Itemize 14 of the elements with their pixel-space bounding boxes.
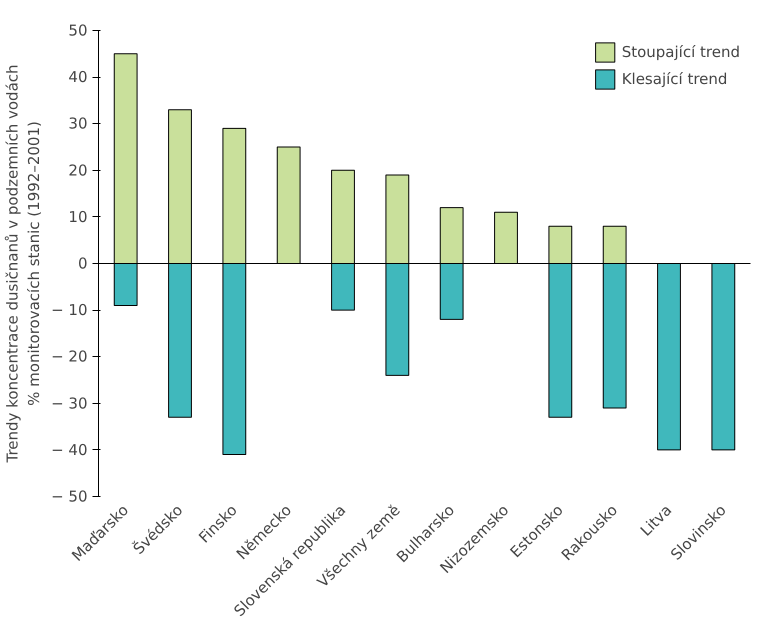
legend-label: Klesající trend [622,70,728,88]
y-tick-label: 10 [68,208,88,226]
y-tick-label: 40 [68,68,88,86]
y-tick-label: − 40 [51,440,88,459]
y-tick-label: − 30 [51,394,88,412]
y-axis-title: Trendy koncentrace dusičnanů v podzemních vodách % monitorovacích stanic (1992–2001) [3,64,44,464]
y-tick-label: 30 [68,114,88,133]
y-tick-label: 50 [68,22,88,40]
y-tick-label: 20 [68,161,88,180]
legend-label: Stoupající trend [622,43,740,61]
y-tick-label: − 10 [51,301,88,320]
y-tick-label: − 20 [51,348,88,366]
y-tick-label: 0 [78,254,88,272]
y-tick-label: − 50 [51,488,88,506]
